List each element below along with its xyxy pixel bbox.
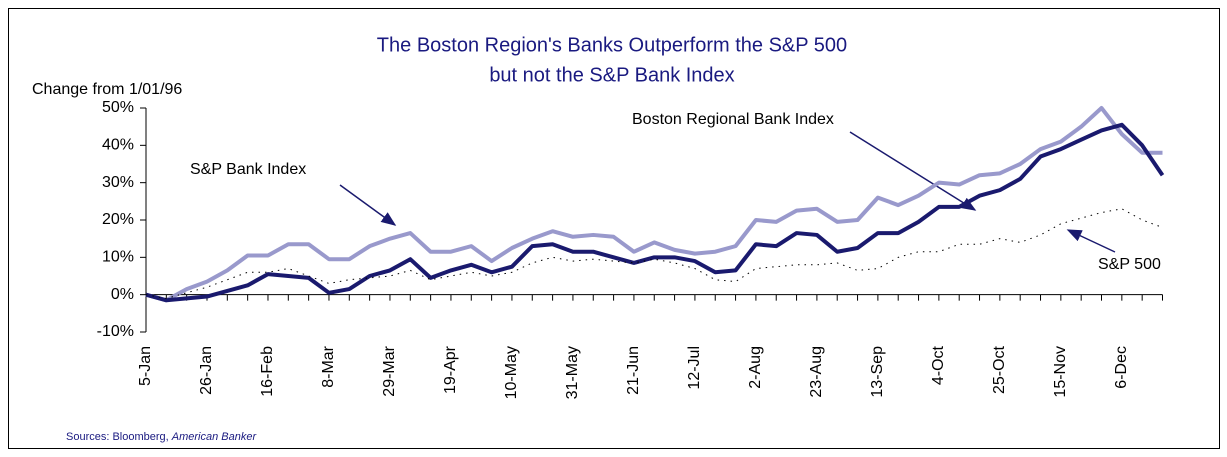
y-tick-label: 30% [102, 174, 134, 191]
x-tick-label: 8-Mar [320, 345, 337, 387]
series-line [145, 122, 1165, 303]
y-axis-label: Change from 1/01/96 [32, 81, 182, 98]
x-tick-label: 19-Apr [442, 345, 459, 394]
x-tick-label: 15-Nov [1052, 346, 1069, 398]
x-tick-label: 21-Jun [625, 346, 642, 395]
source-italic: American Banker [171, 431, 258, 443]
x-tick-label: 4-Oct [930, 345, 947, 385]
x-tick-label: 10-May [503, 346, 520, 399]
annotation: Boston Regional Bank Index [632, 111, 834, 128]
y-tick-label: -10% [97, 323, 134, 340]
chart-title: but not the S&P Bank Index [489, 64, 734, 86]
annotation-arrow [1066, 229, 1116, 253]
x-tick-label: 6-Dec [1113, 346, 1130, 389]
x-tick-label: 2-Aug [747, 346, 764, 389]
x-tick-label: 25-Oct [991, 345, 1008, 394]
annotation-arrow [849, 131, 977, 211]
x-tick-label: 12-Jul [686, 346, 703, 390]
y-tick-label: 20% [102, 211, 134, 228]
y-tick-label: 50% [102, 99, 134, 116]
x-tick-label: 29-Mar [381, 345, 398, 396]
y-tick-label: 10% [102, 249, 134, 266]
x-tick-label: 26-Jan [198, 346, 215, 395]
x-tick-label: 13-Sep [869, 346, 886, 398]
chart-title: The Boston Region's Banks Outperform the… [377, 34, 847, 56]
y-tick-label: 0% [111, 286, 134, 303]
source-text: Sources: Bloomberg, [66, 431, 172, 443]
chart-border [8, 8, 1220, 449]
x-tick-label: 31-May [564, 346, 581, 399]
y-tick-label: 40% [102, 137, 134, 154]
annotation: S&P Bank Index [190, 161, 306, 178]
series-line [145, 208, 1163, 299]
source: Sources: Bloomberg, American Banker [66, 431, 257, 443]
x-tick-label: 5-Jan [137, 346, 154, 386]
series-line [145, 106, 1163, 303]
annotation: S&P 500 [1098, 256, 1161, 273]
x-tick-label: 23-Aug [808, 346, 825, 398]
annotation-arrow [339, 184, 397, 226]
x-tick-label: 16-Feb [259, 346, 276, 397]
